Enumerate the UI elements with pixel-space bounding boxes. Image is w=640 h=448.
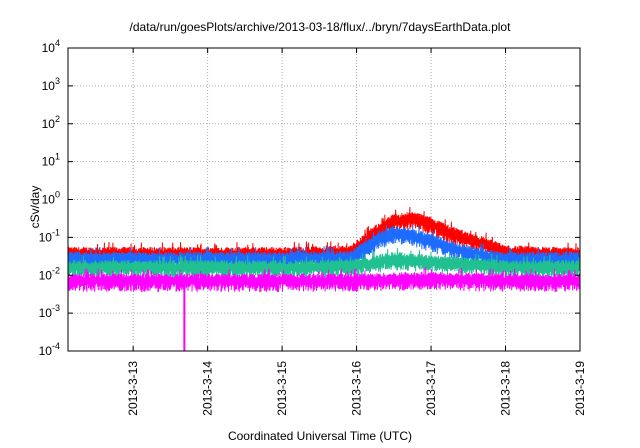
y-tick-label: 10-3	[39, 303, 60, 320]
y-tick-label: 10-1	[39, 227, 60, 244]
x-tick-label: 2013-3-17	[424, 361, 438, 416]
y-axis-ticks: 10-4 10-3 10-2 10-1 100 101 102 103 104	[39, 38, 580, 358]
x-tick-label: 2013-3-13	[126, 361, 140, 416]
y-tick-label: 10-2	[39, 265, 60, 282]
grid-lines	[68, 48, 580, 351]
series-3-line	[68, 266, 580, 293]
chart-title: /data/run/goesPlots/archive/2013-03-18/f…	[129, 20, 511, 34]
x-tick-label: 2013-3-19	[573, 361, 587, 416]
data-series	[68, 206, 580, 351]
x-tick-label: 2013-3-16	[350, 361, 364, 416]
x-tick-label: 2013-3-15	[275, 361, 289, 416]
y-tick-label: 10-4	[39, 341, 60, 358]
y-tick-label: 103	[42, 76, 60, 93]
y-tick-label: 100	[42, 190, 60, 207]
x-axis-label: Coordinated Universal Time (UTC)	[227, 429, 413, 443]
series-2-line	[68, 247, 580, 279]
y-tick-label: 102	[42, 114, 60, 131]
x-tick-label: 2013-3-14	[201, 361, 215, 416]
y-tick-label: 104	[42, 38, 60, 55]
x-tick-label: 2013-3-18	[499, 361, 513, 416]
x-axis-ticks: 2013-3-13 2013-3-14 2013-3-15 2013-3-16 2013…	[126, 48, 587, 416]
y-tick-label: 101	[42, 152, 60, 169]
